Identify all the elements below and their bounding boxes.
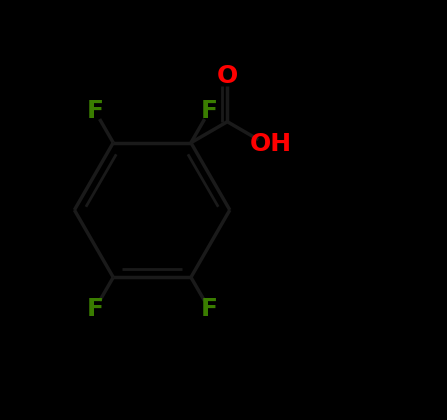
Text: OH: OH bbox=[250, 132, 292, 156]
Text: F: F bbox=[201, 297, 218, 321]
Text: F: F bbox=[86, 99, 103, 123]
Text: F: F bbox=[86, 297, 103, 321]
Text: F: F bbox=[201, 99, 218, 123]
Text: O: O bbox=[217, 63, 238, 87]
